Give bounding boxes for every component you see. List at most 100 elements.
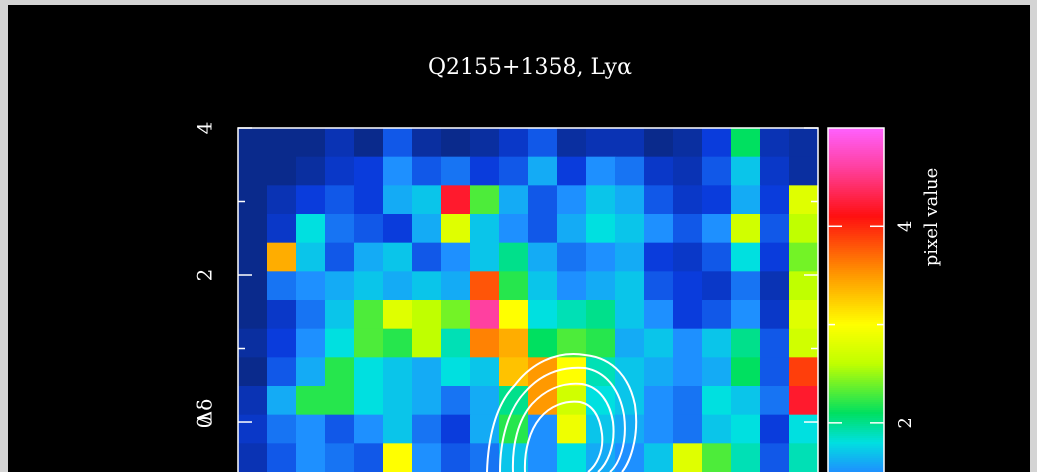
heatmap-cell <box>731 300 761 329</box>
heatmap-cell <box>528 185 558 214</box>
heatmap-cell <box>325 185 355 214</box>
heatmap-cell <box>760 128 790 157</box>
heatmap-cell <box>267 185 297 214</box>
heatmap-cell <box>586 128 616 157</box>
heatmap-cell <box>702 329 732 358</box>
heatmap-cell <box>557 185 587 214</box>
heatmap-cell <box>441 214 471 243</box>
heatmap-cell <box>731 357 761 386</box>
heatmap-cell <box>441 157 471 186</box>
heatmap-cell <box>296 271 326 300</box>
heatmap-cell <box>731 243 761 272</box>
heatmap-cell <box>499 329 529 358</box>
heatmap-cell <box>383 386 413 415</box>
heatmap <box>238 128 819 472</box>
heatmap-cell <box>354 357 384 386</box>
heatmap-cell <box>238 386 268 415</box>
heatmap-cell <box>731 443 761 472</box>
heatmap-cell <box>238 214 268 243</box>
heatmap-cell <box>673 443 703 472</box>
heatmap-cell <box>702 300 732 329</box>
heatmap-cell <box>383 128 413 157</box>
heatmap-cell <box>673 415 703 444</box>
heatmap-cell <box>557 386 587 415</box>
heatmap-cell <box>470 329 500 358</box>
heatmap-cell <box>528 300 558 329</box>
heatmap-cell <box>383 271 413 300</box>
heatmap-cell <box>470 443 500 472</box>
heatmap-cell <box>325 243 355 272</box>
heatmap-cell <box>789 386 819 415</box>
heatmap-cell <box>789 300 819 329</box>
heatmap-cell <box>615 415 645 444</box>
heatmap-cell <box>441 386 471 415</box>
heatmap-cell <box>499 243 529 272</box>
heatmap-cell <box>557 357 587 386</box>
heatmap-cell <box>731 185 761 214</box>
heatmap-cell <box>702 185 732 214</box>
heatmap-cell <box>296 443 326 472</box>
heatmap-cell <box>673 243 703 272</box>
heatmap-cell <box>354 214 384 243</box>
heatmap-cell <box>499 185 529 214</box>
heatmap-cell <box>615 329 645 358</box>
page: Q2155+1358, Lyα Δδ pixel value 24 024 ((… <box>0 0 1037 472</box>
y-tick-label: 2 <box>193 269 217 282</box>
heatmap-cell <box>325 386 355 415</box>
heatmap-cell <box>441 128 471 157</box>
heatmap-cell <box>615 243 645 272</box>
heatmap-cell <box>528 329 558 358</box>
heatmap-cell <box>441 300 471 329</box>
heatmap-cell <box>238 443 268 472</box>
heatmap-cell <box>296 329 326 358</box>
heatmap-cell <box>238 185 268 214</box>
heatmap-cell <box>499 157 529 186</box>
heatmap-cell <box>702 271 732 300</box>
heatmap-cell <box>383 357 413 386</box>
heatmap-cell <box>760 185 790 214</box>
heatmap-cell <box>528 214 558 243</box>
heatmap-cell <box>325 271 355 300</box>
heatmap-cell <box>586 185 616 214</box>
heatmap-cell <box>470 300 500 329</box>
heatmap-cell <box>499 357 529 386</box>
heatmap-cell <box>644 185 674 214</box>
heatmap-cell <box>354 386 384 415</box>
heatmap-cell <box>557 157 587 186</box>
heatmap-cell <box>412 443 442 472</box>
heatmap-cell <box>789 329 819 358</box>
heatmap-cell <box>702 386 732 415</box>
heatmap-cell <box>238 243 268 272</box>
heatmap-cell <box>644 415 674 444</box>
heatmap-cell <box>644 214 674 243</box>
heatmap-cell <box>441 329 471 358</box>
heatmap-cell <box>296 415 326 444</box>
heatmap-cell <box>615 128 645 157</box>
heatmap-cell <box>354 415 384 444</box>
heatmap-cell <box>412 271 442 300</box>
heatmap-cell <box>325 415 355 444</box>
heatmap-cell <box>557 415 587 444</box>
heatmap-cell <box>412 300 442 329</box>
heatmap-cell <box>441 271 471 300</box>
heatmap-cell <box>557 214 587 243</box>
heatmap-cell <box>557 443 587 472</box>
heatmap-cell <box>470 386 500 415</box>
heatmap-cell <box>470 157 500 186</box>
heatmap-cell <box>702 157 732 186</box>
heatmap-cell <box>296 357 326 386</box>
heatmap-cell <box>325 128 355 157</box>
heatmap-cell <box>267 157 297 186</box>
heatmap-cell <box>586 271 616 300</box>
colorbar-tick-label: 4 <box>895 221 916 232</box>
heatmap-cell <box>760 243 790 272</box>
heatmap-cell <box>644 329 674 358</box>
heatmap-cell <box>470 271 500 300</box>
heatmap-cell <box>673 185 703 214</box>
heatmap-cell <box>441 415 471 444</box>
heatmap-cell <box>296 128 326 157</box>
heatmap-cell <box>586 157 616 186</box>
heatmap-cell <box>760 329 790 358</box>
heatmap-cell <box>296 300 326 329</box>
heatmap-cell <box>238 157 268 186</box>
